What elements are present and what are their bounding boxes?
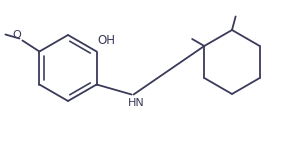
- Text: HN: HN: [128, 99, 144, 108]
- Text: O: O: [13, 30, 21, 39]
- Text: OH: OH: [98, 34, 116, 48]
